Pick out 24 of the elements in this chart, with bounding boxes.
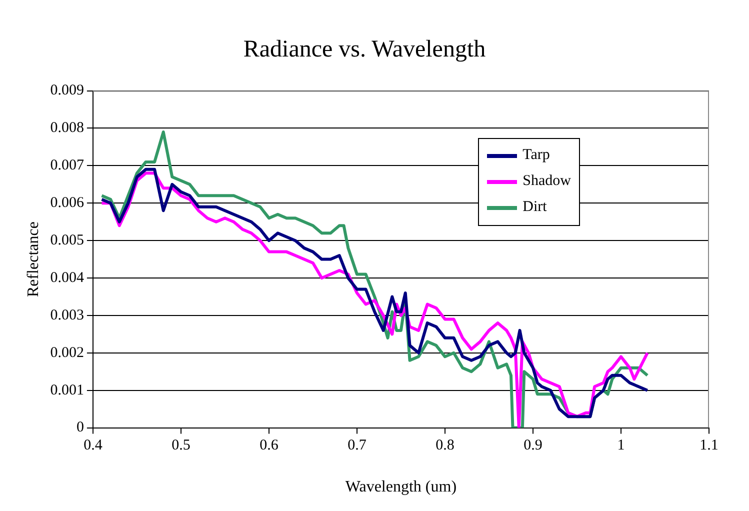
y-tick-label: 0.008 — [50, 120, 84, 136]
x-tick-label: 0.7 — [348, 438, 367, 454]
y-tick-label: 0.004 — [50, 270, 84, 286]
x-tick-label: 0.4 — [84, 438, 103, 454]
x-tick-label: 1.1 — [700, 438, 718, 454]
y-tick-label: 0 — [76, 420, 84, 436]
legend-label: Shadow — [522, 173, 571, 190]
chart-title: Radiance vs. Wavelength — [243, 36, 486, 63]
y-tick-label: 0.007 — [50, 158, 84, 174]
y-tick-label: 0.006 — [50, 195, 84, 212]
y-tick-label: 0.002 — [50, 344, 84, 361]
x-tick-label: 1 — [617, 438, 625, 454]
y-tick-label: 0.003 — [50, 307, 84, 324]
y-tick-label: 0.005 — [50, 232, 84, 249]
y-axis-title: Reflectance — [24, 222, 42, 298]
y-tick-label: 0.009 — [50, 82, 84, 99]
x-tick-label: 0.8 — [436, 438, 454, 454]
x-tick-label: 0.5 — [172, 438, 190, 454]
x-axis-title: Wavelength (um) — [345, 478, 457, 496]
x-tick-label: 0.6 — [260, 438, 279, 454]
x-tick-label: 0.9 — [524, 438, 542, 454]
legend-label: Dirt — [522, 199, 547, 216]
y-tick-label: 0.001 — [50, 382, 84, 398]
legend-label: Tarp — [522, 147, 550, 164]
